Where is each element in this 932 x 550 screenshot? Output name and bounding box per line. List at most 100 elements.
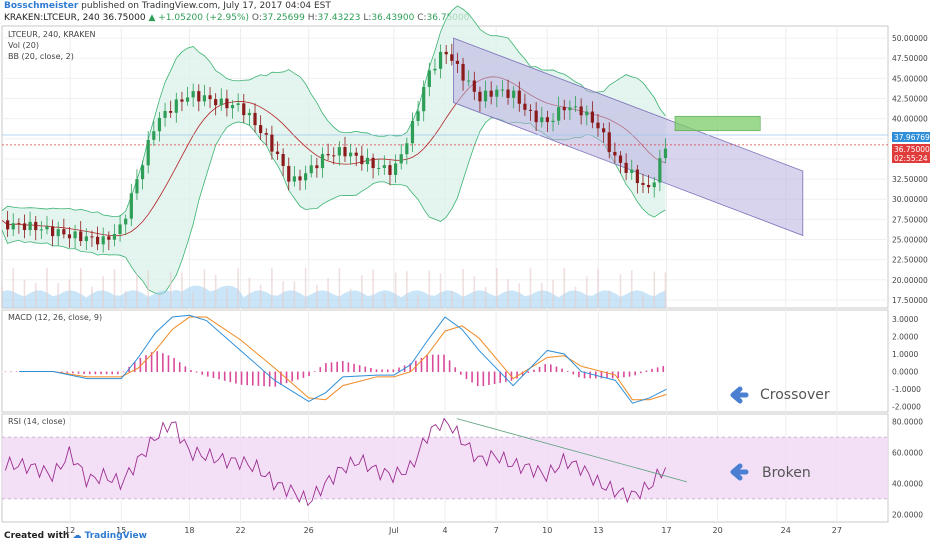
macd-histogram-bar bbox=[538, 366, 541, 373]
macd-histogram-bar bbox=[645, 370, 648, 373]
macd-histogram-bar bbox=[583, 371, 586, 379]
x-tick-label: 26 bbox=[304, 526, 314, 535]
price-badges: 37.96769 36.75000 02:55:24 bbox=[892, 132, 930, 163]
candle-body bbox=[11, 223, 15, 230]
macd-histogram-bar bbox=[66, 371, 69, 373]
candle-body bbox=[95, 236, 100, 245]
x-tick-label: 4 bbox=[442, 526, 447, 535]
rsi-trendline bbox=[456, 418, 688, 483]
volume-bar bbox=[428, 270, 431, 308]
candle-body bbox=[461, 63, 465, 81]
macd-histogram-bar bbox=[505, 371, 507, 382]
macd-histogram-bar bbox=[578, 371, 580, 378]
macd-histogram-bar bbox=[544, 364, 546, 373]
macd-histogram-bar bbox=[347, 362, 350, 373]
candle-body bbox=[585, 111, 589, 116]
macd-histogram-bar bbox=[111, 371, 114, 375]
volume-bar bbox=[495, 268, 498, 308]
volume-bar bbox=[619, 273, 622, 308]
candle-body bbox=[45, 226, 49, 230]
x-tick-label: 18 bbox=[184, 526, 194, 535]
macd-histogram-bar bbox=[336, 361, 338, 373]
volume-bar bbox=[507, 279, 509, 308]
candle-body bbox=[433, 68, 437, 71]
candle-body bbox=[618, 155, 623, 163]
candle-body bbox=[304, 173, 308, 181]
candle-body bbox=[17, 223, 21, 225]
candle-body bbox=[51, 226, 55, 237]
candle-body bbox=[438, 51, 443, 69]
macd-histogram-bar bbox=[240, 371, 243, 385]
candle-body bbox=[112, 234, 117, 240]
volume-bar bbox=[473, 276, 476, 308]
candle-body bbox=[140, 165, 145, 180]
macd-histogram-bar bbox=[398, 367, 400, 373]
candle-body bbox=[298, 176, 302, 181]
volume-bar bbox=[293, 281, 296, 308]
macd-histogram-bar bbox=[325, 363, 327, 373]
volume-indicator-label: Vol (20) bbox=[8, 41, 39, 50]
macd-histogram-bar bbox=[10, 371, 12, 373]
macd-histogram-bar bbox=[460, 371, 462, 375]
candle-body bbox=[219, 98, 223, 106]
candle-body bbox=[124, 218, 128, 225]
candle-body bbox=[506, 89, 510, 98]
candle-body bbox=[191, 91, 195, 98]
broken-label: Broken bbox=[762, 465, 811, 481]
candle-body bbox=[292, 176, 296, 182]
volume-bar bbox=[226, 288, 228, 308]
y-tick-label: 25.00000 bbox=[892, 236, 928, 245]
volume-bar bbox=[642, 294, 644, 308]
candle-body bbox=[225, 98, 229, 109]
y-tick-label: 30.00000 bbox=[892, 195, 928, 204]
macd-histogram-bar bbox=[302, 371, 305, 378]
candle-body bbox=[416, 111, 420, 121]
y-tick-label: 2.0000 bbox=[892, 332, 918, 341]
macd-histogram-bar bbox=[533, 369, 535, 373]
candle-body bbox=[135, 179, 139, 194]
candle-body bbox=[399, 154, 403, 164]
candle-body bbox=[602, 128, 606, 133]
candle-body bbox=[169, 110, 173, 113]
broken-arrow-icon bbox=[730, 463, 749, 481]
candle-body bbox=[332, 155, 336, 157]
x-tick-label: 24 bbox=[781, 526, 791, 535]
volume-bar bbox=[327, 277, 329, 308]
candle-body bbox=[320, 154, 325, 169]
macd-histogram-bar bbox=[105, 371, 108, 375]
candle-body bbox=[28, 221, 32, 231]
candle-body bbox=[152, 131, 156, 140]
candle-body bbox=[663, 148, 668, 159]
macd-signal-line bbox=[19, 316, 667, 401]
macd-histogram-bar bbox=[150, 352, 153, 373]
tradingview-brand[interactable]: TradingView bbox=[84, 531, 147, 541]
macd-histogram-bar bbox=[72, 371, 74, 374]
macd-histogram-bar bbox=[561, 368, 563, 373]
volume-area bbox=[2, 285, 667, 308]
candle-body bbox=[146, 139, 150, 166]
macd-histogram-bar bbox=[572, 371, 575, 375]
macd-histogram-bar bbox=[4, 371, 7, 373]
price-pane[interactable] bbox=[1, 5, 888, 308]
volume-bar bbox=[259, 284, 262, 308]
macd-histogram-bar bbox=[83, 371, 85, 374]
macd-histogram-bar bbox=[392, 369, 395, 373]
macd-pane[interactable] bbox=[4, 314, 667, 404]
volume-bar bbox=[451, 291, 453, 308]
candle-body bbox=[174, 99, 178, 113]
y-tick-label: 40.00000 bbox=[892, 115, 928, 124]
candle-body bbox=[242, 103, 246, 116]
volume-bar bbox=[462, 268, 464, 308]
candle-body bbox=[259, 125, 263, 134]
candle-body bbox=[202, 95, 207, 102]
y-tick-label: 40.0000 bbox=[892, 479, 923, 488]
volume-bar bbox=[597, 268, 599, 308]
macd-histogram-bar bbox=[201, 371, 204, 375]
macd-histogram-bar bbox=[252, 371, 254, 386]
author-link[interactable]: Bosschmeister bbox=[4, 1, 79, 11]
candle-body bbox=[590, 111, 594, 123]
candle-body bbox=[281, 153, 285, 166]
candle-body bbox=[382, 165, 386, 168]
volume-bar bbox=[203, 269, 206, 308]
